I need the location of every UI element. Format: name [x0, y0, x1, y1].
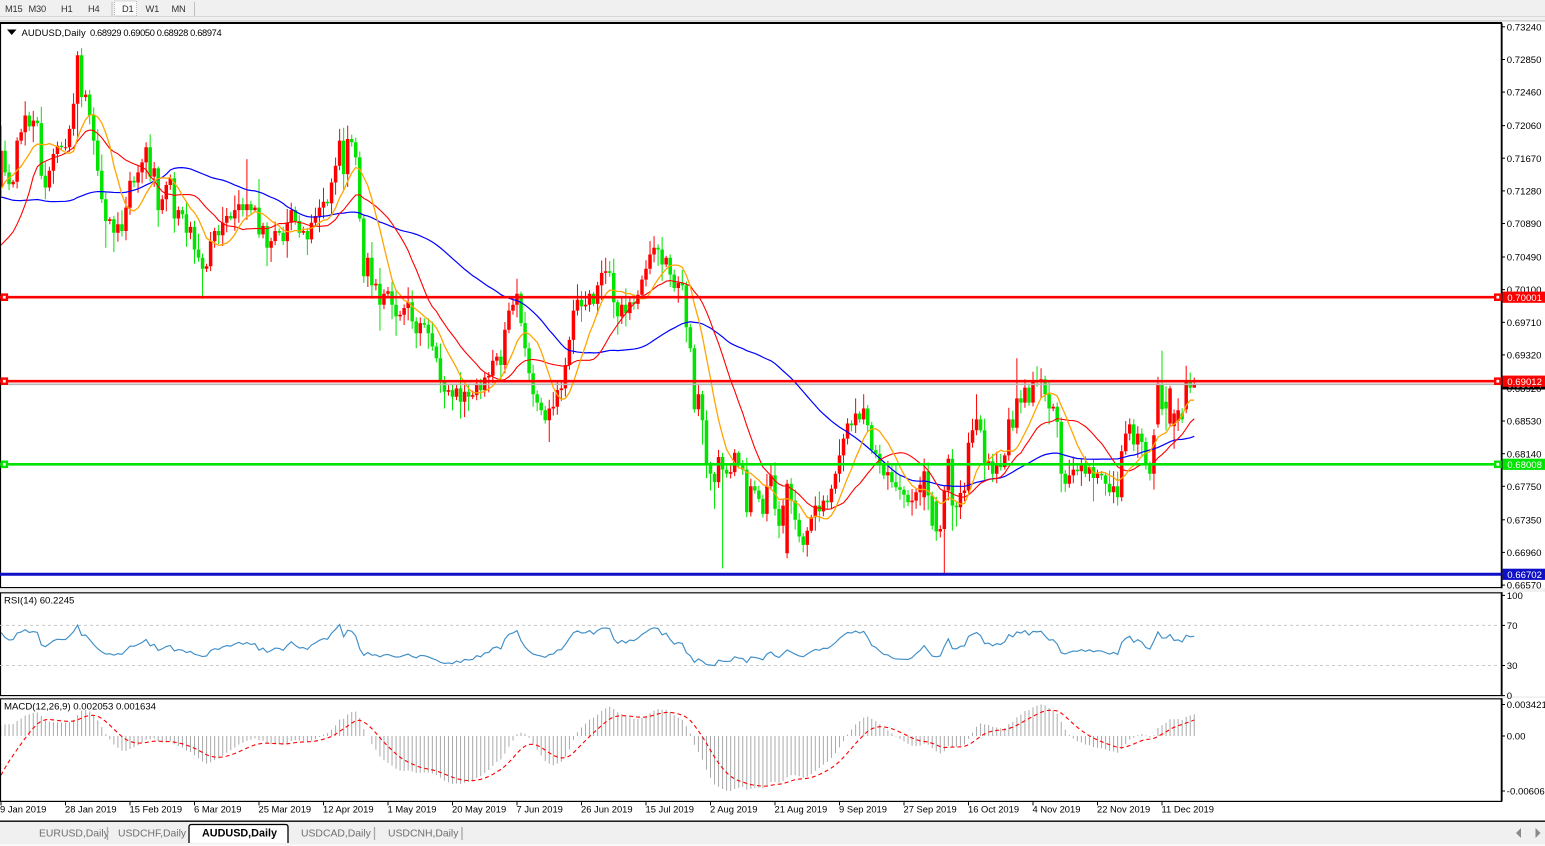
svg-text:15 Jul 2019: 15 Jul 2019 [646, 804, 694, 815]
svg-text:W1: W1 [146, 4, 160, 14]
svg-text:0.70490: 0.70490 [1507, 253, 1542, 264]
svg-text:RSI(14) 60.2245: RSI(14) 60.2245 [4, 595, 74, 606]
svg-text:AUDUSD,Daily: AUDUSD,Daily [202, 828, 277, 840]
svg-text:0: 0 [1507, 691, 1512, 702]
svg-text:28 Jan 2019: 28 Jan 2019 [65, 804, 117, 815]
svg-text:0.70001: 0.70001 [1507, 293, 1542, 304]
svg-text:16 Oct 2019: 16 Oct 2019 [968, 804, 1019, 815]
svg-text:15 Feb 2019: 15 Feb 2019 [130, 804, 183, 815]
svg-text:0.72060: 0.72060 [1507, 121, 1542, 132]
svg-text:H4: H4 [88, 4, 100, 14]
svg-text:USDCHF,Daily: USDCHF,Daily [118, 829, 187, 840]
svg-text:0.71670: 0.71670 [1507, 154, 1542, 165]
svg-text:0.71280: 0.71280 [1507, 187, 1542, 198]
svg-text:0.00: 0.00 [1507, 732, 1526, 743]
svg-text:USDCAD,Daily: USDCAD,Daily [301, 829, 372, 840]
svg-text:9 Sep 2019: 9 Sep 2019 [839, 804, 887, 815]
svg-text:0.66702: 0.66702 [1507, 570, 1542, 581]
svg-text:9 Jan 2019: 9 Jan 2019 [0, 804, 46, 815]
svg-text:27 Sep 2019: 27 Sep 2019 [904, 804, 957, 815]
svg-text:0.68929 0.69050 0.68928 0.6897: 0.68929 0.69050 0.68928 0.68974 [90, 28, 222, 38]
svg-text:M30: M30 [29, 4, 47, 14]
svg-text:MN: MN [172, 4, 186, 14]
svg-text:0.66960: 0.66960 [1507, 548, 1542, 559]
svg-text:0.67750: 0.67750 [1507, 482, 1542, 493]
svg-text:21 Aug 2019: 21 Aug 2019 [775, 804, 828, 815]
svg-text:H1: H1 [61, 4, 73, 14]
svg-text:1 May 2019: 1 May 2019 [388, 804, 437, 815]
svg-text:0.70890: 0.70890 [1507, 219, 1542, 230]
svg-text:0.003421: 0.003421 [1507, 700, 1545, 711]
svg-text:12 Apr 2019: 12 Apr 2019 [323, 804, 374, 815]
svg-text:USDCNH,Daily: USDCNH,Daily [388, 829, 459, 840]
svg-text:D1: D1 [122, 4, 134, 14]
svg-text:25 Mar 2019: 25 Mar 2019 [259, 804, 312, 815]
svg-text:0.68008: 0.68008 [1507, 460, 1542, 471]
svg-text:100: 100 [1507, 591, 1523, 602]
svg-text:4 Nov 2019: 4 Nov 2019 [1033, 804, 1081, 815]
svg-text:EURUSD,Daily: EURUSD,Daily [39, 829, 110, 840]
svg-text:M15: M15 [5, 4, 23, 14]
svg-text:2 Aug 2019: 2 Aug 2019 [710, 804, 757, 815]
svg-text:30: 30 [1507, 661, 1518, 672]
svg-text:MACD(12,26,9) 0.002053 0.00163: MACD(12,26,9) 0.002053 0.001634 [4, 701, 157, 712]
svg-text:6 Mar 2019: 6 Mar 2019 [194, 804, 241, 815]
svg-text:20 May 2019: 20 May 2019 [452, 804, 506, 815]
svg-text:7 Jun 2019: 7 Jun 2019 [517, 804, 563, 815]
svg-text:0.69012: 0.69012 [1507, 377, 1542, 388]
svg-text:0.73240: 0.73240 [1507, 22, 1542, 33]
svg-text:0.69710: 0.69710 [1507, 318, 1542, 329]
svg-text:11 Dec 2019: 11 Dec 2019 [1162, 804, 1214, 815]
svg-text:0.72460: 0.72460 [1507, 88, 1542, 99]
svg-text:0.68530: 0.68530 [1507, 417, 1542, 428]
svg-text:26 Jun 2019: 26 Jun 2019 [581, 804, 633, 815]
svg-text:0.72850: 0.72850 [1507, 55, 1542, 66]
svg-text:0.70100: 0.70100 [1507, 285, 1542, 296]
svg-text:22 Nov 2019: 22 Nov 2019 [1097, 804, 1150, 815]
svg-text:AUDUSD,Daily: AUDUSD,Daily [22, 27, 86, 38]
svg-text:70: 70 [1507, 621, 1518, 632]
svg-text:0.68140: 0.68140 [1507, 449, 1542, 460]
svg-text:0.66570: 0.66570 [1507, 581, 1542, 592]
svg-text:0.69320: 0.69320 [1507, 351, 1542, 362]
svg-text:0.67350: 0.67350 [1507, 515, 1542, 526]
